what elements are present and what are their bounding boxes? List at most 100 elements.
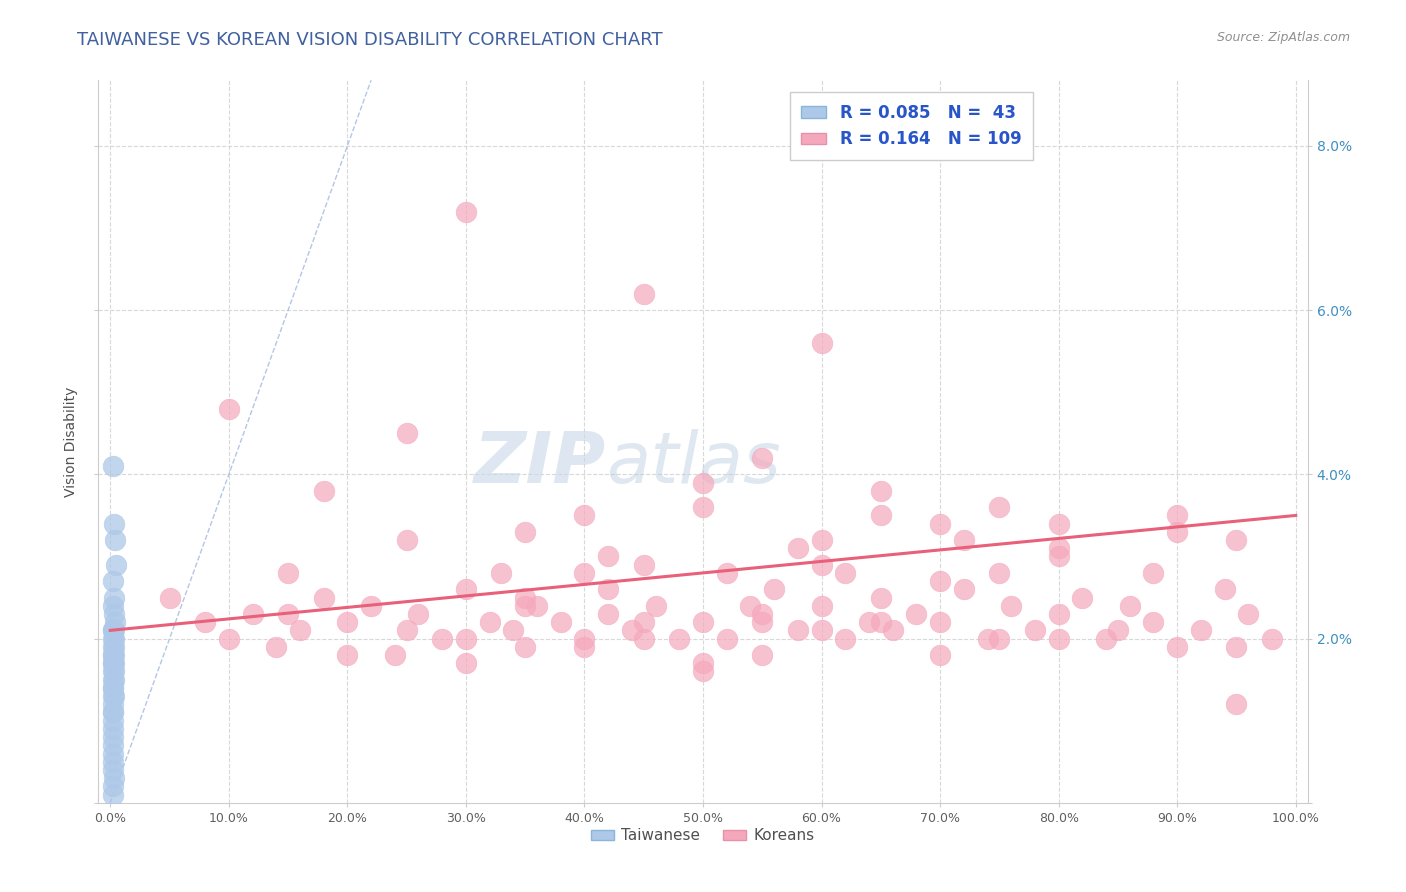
Point: [218, 401, 240, 416]
Point: [101, 657, 124, 671]
Point: [101, 763, 124, 777]
Point: [834, 566, 856, 580]
Point: [1000, 599, 1022, 613]
Point: [905, 607, 928, 621]
Point: [668, 632, 690, 646]
Point: [751, 615, 773, 630]
Point: [1225, 640, 1247, 654]
Point: [751, 648, 773, 662]
Point: [1213, 582, 1236, 597]
Point: [1047, 632, 1070, 646]
Point: [1166, 524, 1188, 539]
Point: [104, 533, 127, 547]
Point: [1047, 516, 1070, 531]
Text: atlas: atlas: [606, 429, 780, 498]
Point: [277, 607, 299, 621]
Point: [336, 648, 359, 662]
Point: [103, 648, 125, 662]
Point: [104, 615, 127, 630]
Point: [515, 640, 537, 654]
Point: [101, 747, 124, 761]
Point: [491, 566, 513, 580]
Point: [454, 632, 477, 646]
Text: Source: ZipAtlas.com: Source: ZipAtlas.com: [1216, 31, 1350, 45]
Point: [882, 624, 904, 638]
Point: [312, 591, 335, 605]
Point: [515, 524, 537, 539]
Point: [384, 648, 406, 662]
Point: [101, 788, 124, 802]
Point: [1225, 533, 1247, 547]
Point: [633, 286, 655, 301]
Point: [101, 698, 124, 712]
Point: [101, 714, 124, 728]
Point: [1237, 607, 1260, 621]
Point: [574, 640, 596, 654]
Point: [692, 500, 714, 515]
Text: ZIP: ZIP: [474, 429, 606, 498]
Point: [101, 681, 124, 695]
Point: [598, 607, 620, 621]
Point: [751, 607, 773, 621]
Point: [1047, 541, 1070, 556]
Point: [598, 582, 620, 597]
Point: [242, 607, 264, 621]
Point: [502, 624, 524, 638]
Point: [101, 673, 124, 687]
Point: [478, 615, 501, 630]
Point: [574, 632, 596, 646]
Point: [1142, 615, 1164, 630]
Point: [620, 624, 643, 638]
Point: [101, 730, 124, 744]
Point: [633, 558, 655, 572]
Point: [1047, 549, 1070, 564]
Point: [432, 632, 454, 646]
Point: [1261, 632, 1284, 646]
Point: [105, 558, 128, 572]
Point: [574, 566, 596, 580]
Point: [550, 615, 572, 630]
Point: [810, 599, 832, 613]
Point: [976, 632, 998, 646]
Point: [395, 624, 418, 638]
Point: [454, 657, 477, 671]
Point: [1047, 607, 1070, 621]
Point: [1119, 599, 1142, 613]
Point: [869, 615, 891, 630]
Point: [336, 615, 359, 630]
Point: [786, 541, 808, 556]
Point: [515, 599, 537, 613]
Point: [101, 722, 124, 736]
Point: [834, 632, 856, 646]
Point: [101, 624, 124, 638]
Point: [101, 574, 124, 588]
Point: [1166, 508, 1188, 523]
Point: [952, 533, 974, 547]
Point: [988, 566, 1011, 580]
Legend: Taiwanese, Koreans: Taiwanese, Koreans: [585, 822, 821, 849]
Y-axis label: Vision Disability: Vision Disability: [65, 386, 79, 497]
Point: [103, 640, 125, 654]
Point: [103, 673, 125, 687]
Point: [408, 607, 430, 621]
Point: [103, 665, 125, 679]
Point: [1225, 698, 1247, 712]
Point: [103, 591, 125, 605]
Point: [218, 632, 240, 646]
Point: [101, 599, 124, 613]
Point: [598, 549, 620, 564]
Point: [103, 657, 125, 671]
Point: [751, 450, 773, 465]
Point: [360, 599, 382, 613]
Point: [1189, 624, 1212, 638]
Point: [1071, 591, 1094, 605]
Point: [101, 739, 124, 753]
Point: [716, 566, 738, 580]
Point: [692, 657, 714, 671]
Point: [194, 615, 217, 630]
Point: [103, 624, 125, 638]
Point: [288, 624, 311, 638]
Point: [1024, 624, 1046, 638]
Point: [633, 615, 655, 630]
Point: [1095, 632, 1118, 646]
